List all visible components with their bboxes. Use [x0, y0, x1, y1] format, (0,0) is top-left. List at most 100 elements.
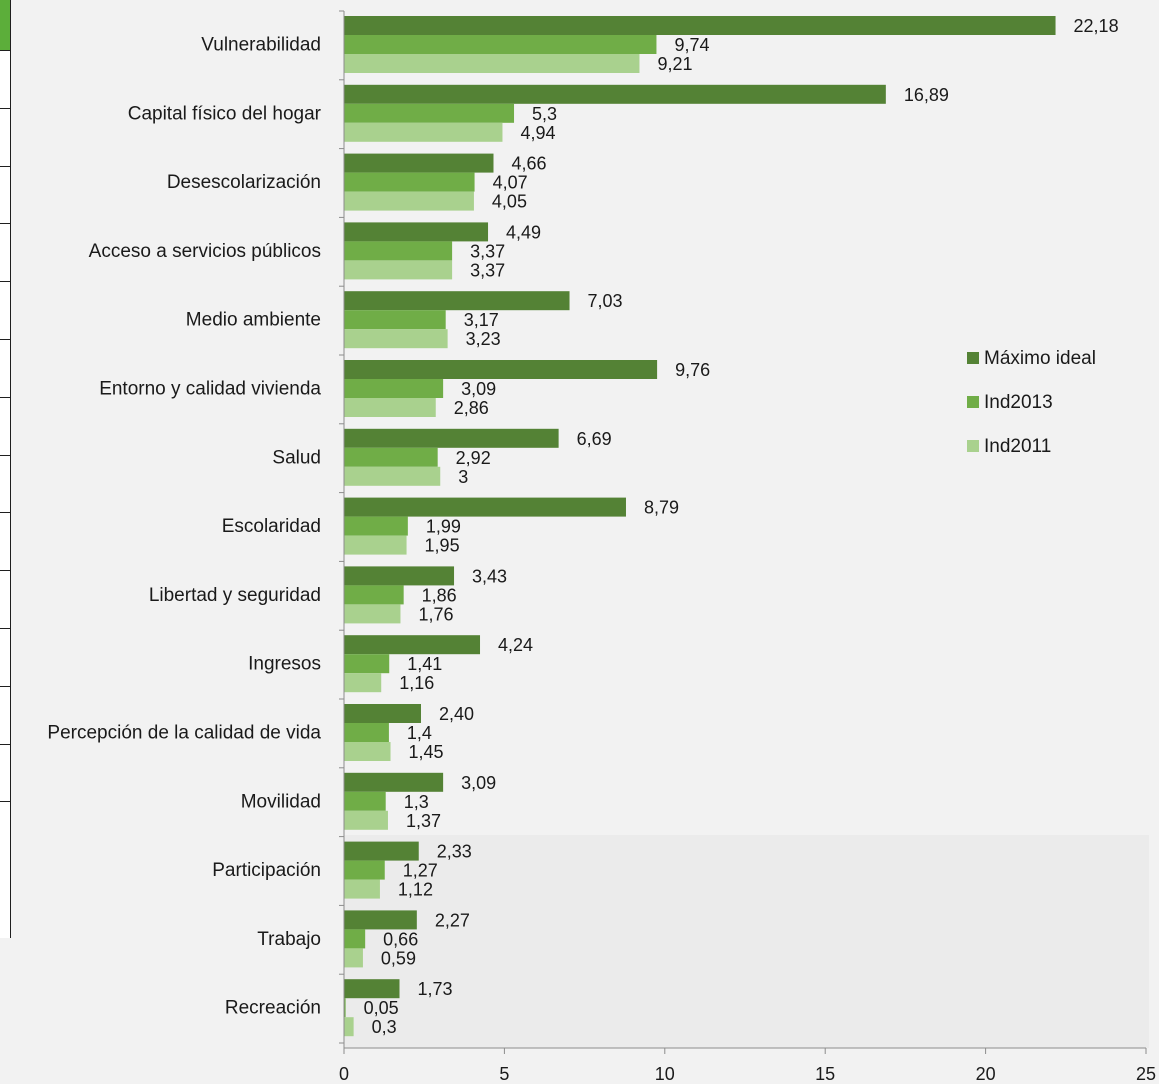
data-label: 1,12 [398, 880, 433, 900]
data-label: 0,05 [364, 998, 399, 1018]
bar-ind2013 [344, 791, 386, 811]
data-label: 1,99 [426, 517, 461, 537]
category-label: Capital físico del hogar [128, 103, 322, 124]
category-label: Vulnerabilidad [201, 35, 321, 56]
data-label: 2,27 [435, 910, 470, 930]
bar-ind2013 [344, 379, 444, 398]
x-tick-label: 0 [339, 1064, 349, 1084]
bar-ind2011 [344, 398, 436, 417]
category-label: Acceso a servicios públicos [89, 241, 321, 262]
data-label: 1,95 [425, 536, 460, 556]
bar-ind2011 [344, 742, 391, 761]
bar-ind2011 [344, 535, 407, 555]
data-label: 1,4 [407, 723, 432, 743]
bar-ind2011 [344, 54, 640, 73]
data-label: 1,86 [422, 585, 457, 605]
data-label: 6,69 [577, 429, 612, 449]
category-label: Ingresos [248, 654, 321, 675]
data-label: 4,49 [506, 222, 541, 242]
data-label: 2,33 [437, 842, 472, 862]
x-tick-label: 15 [815, 1064, 835, 1084]
bar-ind2013 [344, 929, 366, 949]
table-strip-rule [0, 396, 10, 398]
bar-máximo-ideal [344, 360, 658, 379]
data-label: 1,37 [406, 811, 441, 831]
category-label: Salud [272, 447, 321, 468]
bar-máximo-ideal [344, 841, 419, 861]
data-label: 9,74 [674, 35, 709, 55]
bar-ind2013 [344, 654, 390, 674]
table-strip-rule [0, 107, 10, 109]
data-label: 1,73 [417, 979, 452, 999]
table-strip-rule [0, 281, 10, 283]
bar-máximo-ideal [344, 704, 421, 723]
legend: Máximo ideal Ind2013 Ind2011 [967, 348, 1096, 457]
data-label: 0,66 [383, 929, 418, 949]
data-label: 1,76 [418, 604, 453, 624]
category-label: Recreación [225, 998, 321, 1019]
bar-máximo-ideal [344, 497, 626, 517]
data-label: 3,09 [461, 379, 496, 399]
data-label: 5,3 [532, 104, 557, 124]
table-strip-rule [0, 628, 10, 629]
table-strip-rule [0, 570, 10, 572]
data-label: 22,18 [1074, 16, 1119, 36]
x-tick-label: 5 [499, 1064, 509, 1084]
bars-layer [344, 16, 1056, 1037]
bar-ind2013 [344, 516, 408, 536]
data-label: 3,37 [470, 260, 505, 280]
category-label: Movilidad [241, 791, 321, 812]
bar-ind2013 [344, 241, 453, 261]
legend-swatch [967, 440, 979, 452]
left-table-strip [0, 0, 11, 938]
data-label: 1,27 [403, 861, 438, 881]
bar-ind2011 [344, 673, 382, 693]
x-tick-label: 10 [655, 1064, 675, 1084]
data-label: 9,21 [657, 54, 692, 74]
table-strip-rule [0, 685, 10, 687]
data-label: 1,41 [407, 654, 442, 674]
data-label: 3,09 [461, 773, 496, 793]
bar-máximo-ideal [344, 84, 886, 104]
table-strip-rule [0, 165, 10, 167]
bar-ind2013 [344, 998, 346, 1018]
bar-ind2011 [344, 879, 380, 899]
table-strip-rule [0, 454, 10, 456]
data-label: 1,16 [399, 673, 434, 693]
data-label: 0,3 [372, 1017, 397, 1037]
bar-ind2011 [344, 122, 503, 142]
category-label: Percepción de la calidad de vida [47, 723, 321, 744]
data-label: 4,94 [520, 123, 555, 143]
bar-ind2011 [344, 191, 474, 211]
bar-ind2013 [344, 860, 385, 880]
x-tick-label: 20 [976, 1064, 996, 1084]
category-label: Desescolarización [167, 172, 321, 193]
data-label: 3,23 [466, 329, 501, 349]
bar-ind2011 [344, 329, 448, 349]
table-strip-rule [0, 801, 10, 803]
data-label: 0,59 [381, 948, 416, 968]
data-label: 3,37 [470, 241, 505, 261]
data-label: 1,45 [409, 742, 444, 762]
bar-ind2011 [344, 810, 388, 830]
data-label: 2,92 [456, 448, 491, 468]
bar-ind2011 [344, 1017, 354, 1037]
bar-ind2013 [344, 172, 475, 192]
legend-label: Ind2011 [984, 436, 1051, 457]
data-label: 4,24 [498, 635, 533, 655]
bar-máximo-ideal [344, 153, 494, 173]
legend-label: Máximo ideal [984, 348, 1096, 369]
category-label: Participación [212, 860, 321, 881]
bar-máximo-ideal [344, 291, 570, 311]
table-strip-rule [0, 223, 10, 225]
category-label: Medio ambiente [186, 310, 321, 331]
bar-máximo-ideal [344, 428, 559, 448]
data-label: 2,86 [454, 398, 489, 418]
data-label: 2,40 [439, 704, 474, 724]
table-strip-rule [0, 512, 10, 514]
data-label: 4,66 [511, 154, 546, 174]
bar-ind2011 [344, 604, 401, 624]
bar-ind2011 [344, 260, 453, 280]
bar-ind2013 [344, 723, 389, 742]
